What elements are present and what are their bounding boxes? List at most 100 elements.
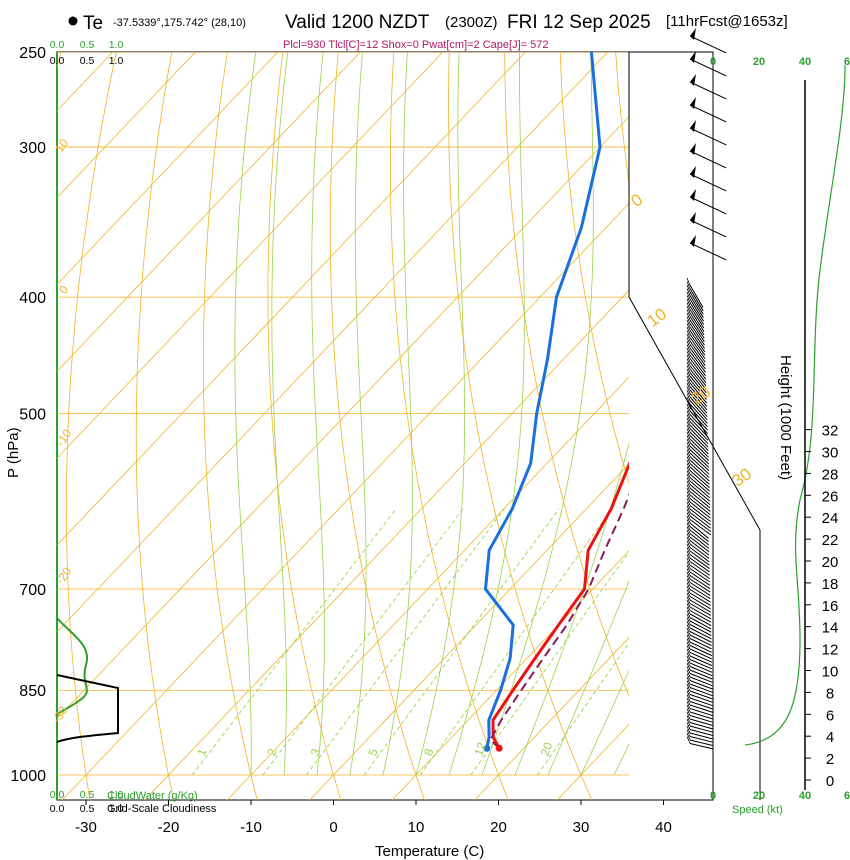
isotherm-line bbox=[57, 52, 279, 286]
wind-barb-shaft bbox=[689, 323, 705, 346]
wind-barb-shaft bbox=[689, 35, 727, 54]
wind-barb-flag bbox=[686, 666, 691, 674]
wind-barb bbox=[686, 543, 710, 566]
wind-barb-shaft bbox=[689, 697, 713, 707]
cloudwater-label: CloudWater (g/Kg) bbox=[107, 790, 198, 802]
wind-barb-shaft bbox=[689, 641, 712, 653]
dry-adiabat-line bbox=[203, 52, 258, 800]
wind-barb bbox=[686, 561, 711, 583]
wind-barb bbox=[686, 634, 712, 653]
wind-barb-shaft bbox=[689, 645, 712, 657]
wind-barb-shaft bbox=[689, 599, 711, 613]
station-dot-icon bbox=[68, 16, 78, 26]
wind-barb-shaft bbox=[689, 589, 711, 603]
series-parcel-line bbox=[489, 492, 629, 749]
wind-barb bbox=[686, 414, 709, 441]
wind-barb-flag bbox=[686, 641, 691, 650]
wind-barb bbox=[686, 379, 708, 407]
wind-barb-shaft bbox=[689, 575, 711, 590]
wind-barb bbox=[686, 382, 708, 411]
cloudwater-profile bbox=[56, 617, 89, 716]
wind-speed-tick-label: 20 bbox=[753, 56, 765, 68]
height-tick-label: 12 bbox=[822, 642, 839, 659]
wind-barb-shaft bbox=[689, 351, 706, 373]
wind-barb bbox=[686, 295, 705, 325]
height-tick-label: 2 bbox=[826, 751, 834, 768]
wind-barb-shaft bbox=[689, 421, 709, 441]
wind-barb bbox=[689, 235, 727, 261]
wind-barb-flag bbox=[686, 494, 691, 503]
wind-barb-shaft bbox=[689, 417, 709, 438]
cloudiness-tick-label: 0.5 bbox=[80, 55, 95, 67]
wind-barb bbox=[686, 715, 714, 730]
wind-barb-flag bbox=[686, 554, 691, 562]
wind-barb bbox=[686, 452, 710, 478]
wind-barb-shaft bbox=[689, 316, 705, 339]
wind-barb-shaft bbox=[689, 484, 711, 502]
wind-barb-flag bbox=[686, 309, 691, 317]
wind-barb bbox=[686, 515, 709, 539]
wind-barb-shaft bbox=[689, 400, 708, 421]
wind-barb-shaft bbox=[689, 288, 704, 312]
wind-barb-flag bbox=[686, 512, 691, 520]
mixing-ratio-line bbox=[262, 508, 464, 776]
wind-barb-shaft bbox=[689, 58, 727, 77]
wind-barb bbox=[686, 337, 706, 366]
wind-barb bbox=[686, 662, 713, 680]
dry-adiabat-line bbox=[448, 52, 593, 800]
dry-adiabat-line bbox=[504, 52, 629, 697]
wind-barb-shaft bbox=[689, 368, 707, 390]
mixing-ratio-label: 20 bbox=[538, 740, 556, 758]
wind-barb-shaft bbox=[689, 631, 712, 643]
wind-barb-shaft bbox=[689, 333, 706, 356]
wind-barb-shaft bbox=[689, 564, 711, 580]
wind-barb-shaft bbox=[689, 568, 711, 583]
wind-barb bbox=[686, 596, 712, 616]
wind-barb-flag bbox=[686, 620, 691, 629]
wind-barb bbox=[686, 669, 713, 687]
mixing-ratio-line bbox=[306, 508, 505, 776]
wind-barb-shaft bbox=[689, 173, 727, 192]
wind-barb-flag bbox=[686, 564, 691, 573]
wind-barb bbox=[686, 477, 711, 502]
wind-barb bbox=[686, 344, 706, 373]
temperature-tick-label: 10 bbox=[408, 819, 425, 836]
wind-barb-shaft bbox=[689, 410, 708, 431]
wind-barb-shaft bbox=[689, 407, 708, 428]
wind-barb bbox=[686, 592, 711, 613]
wind-barb bbox=[686, 333, 706, 363]
wind-barb-flag bbox=[686, 288, 691, 296]
wind-barb bbox=[686, 585, 711, 606]
wind-barb bbox=[686, 358, 707, 387]
wind-barb-flag bbox=[686, 543, 691, 552]
wind-barb bbox=[686, 470, 711, 495]
wind-barb-flag bbox=[686, 445, 691, 454]
mixing-ratio-line bbox=[470, 550, 629, 776]
wind-barb bbox=[686, 729, 714, 743]
wind-speed-tick-label: 40 bbox=[799, 56, 811, 68]
wind-barb-flag bbox=[686, 277, 691, 286]
wind-barb bbox=[686, 319, 706, 349]
wind-barb-shaft bbox=[689, 431, 709, 451]
wind-barb-flag bbox=[686, 407, 691, 415]
wind-barb-flag bbox=[686, 711, 691, 720]
wind-barb-pennant bbox=[690, 74, 696, 86]
wind-barb bbox=[686, 284, 704, 315]
wind-barb-flag bbox=[686, 298, 691, 307]
wind-barb-flag bbox=[686, 498, 691, 506]
wind-barb-flag bbox=[686, 344, 691, 352]
wind-barb-shaft bbox=[689, 680, 713, 690]
wind-barb-shaft bbox=[689, 687, 713, 697]
wind-barb-shaft bbox=[689, 519, 712, 536]
height-tick-label: 20 bbox=[822, 554, 839, 571]
isotherm-line bbox=[57, 52, 526, 546]
wind-barb-shaft bbox=[689, 456, 710, 475]
height-tick-label: 10 bbox=[822, 664, 839, 681]
wind-barb-flag bbox=[686, 683, 691, 692]
wind-barb-flag bbox=[686, 515, 691, 524]
wind-barb bbox=[686, 508, 712, 533]
wind-barb-flag bbox=[686, 533, 691, 541]
wind-barb-flag bbox=[686, 732, 691, 741]
wind-barb bbox=[686, 389, 708, 417]
